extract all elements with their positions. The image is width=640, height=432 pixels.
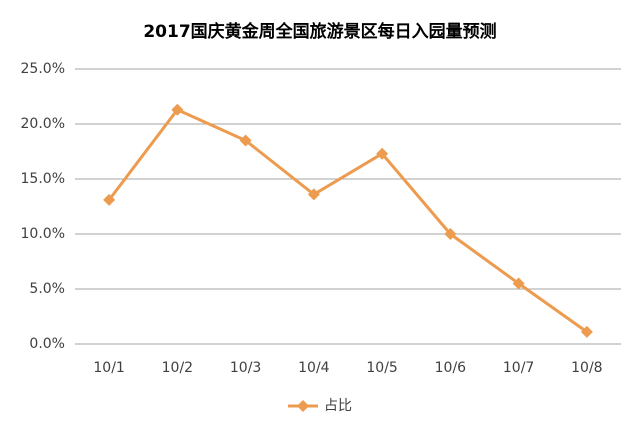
- x-tick-label: 10/6: [435, 360, 467, 376]
- point-marker: [239, 134, 252, 147]
- legend-label: 占比: [324, 398, 352, 414]
- legend-marker: [297, 400, 309, 412]
- y-tick-label: 15.0%: [21, 171, 65, 187]
- series-line: [107, 108, 588, 334]
- point-marker: [171, 103, 184, 116]
- chart-title: 2017国庆黄金周全国旅游景区每日入园量预测: [143, 21, 496, 42]
- x-tick-label: 10/7: [503, 360, 534, 376]
- y-tick-label: 5.0%: [29, 281, 65, 297]
- point-marker: [307, 188, 320, 201]
- x-tick-label: 10/3: [230, 360, 261, 376]
- point-marker: [512, 277, 525, 290]
- y-tick-label: 25.0%: [21, 61, 65, 77]
- point-marker: [376, 147, 389, 160]
- x-tick-label: 10/4: [298, 360, 330, 376]
- x-tick-label: 10/1: [93, 360, 124, 376]
- x-tick-label: 10/2: [162, 360, 193, 376]
- y-tick-label: 20.0%: [21, 116, 65, 132]
- point-marker: [580, 325, 593, 338]
- x-tick-label: 10/5: [366, 360, 397, 376]
- y-tick-label: 0.0%: [29, 336, 65, 352]
- point-marker: [103, 193, 116, 206]
- y-tick-label: 10.0%: [21, 226, 65, 242]
- point-marker: [444, 228, 457, 240]
- x-tick-label: 10/8: [571, 360, 602, 376]
